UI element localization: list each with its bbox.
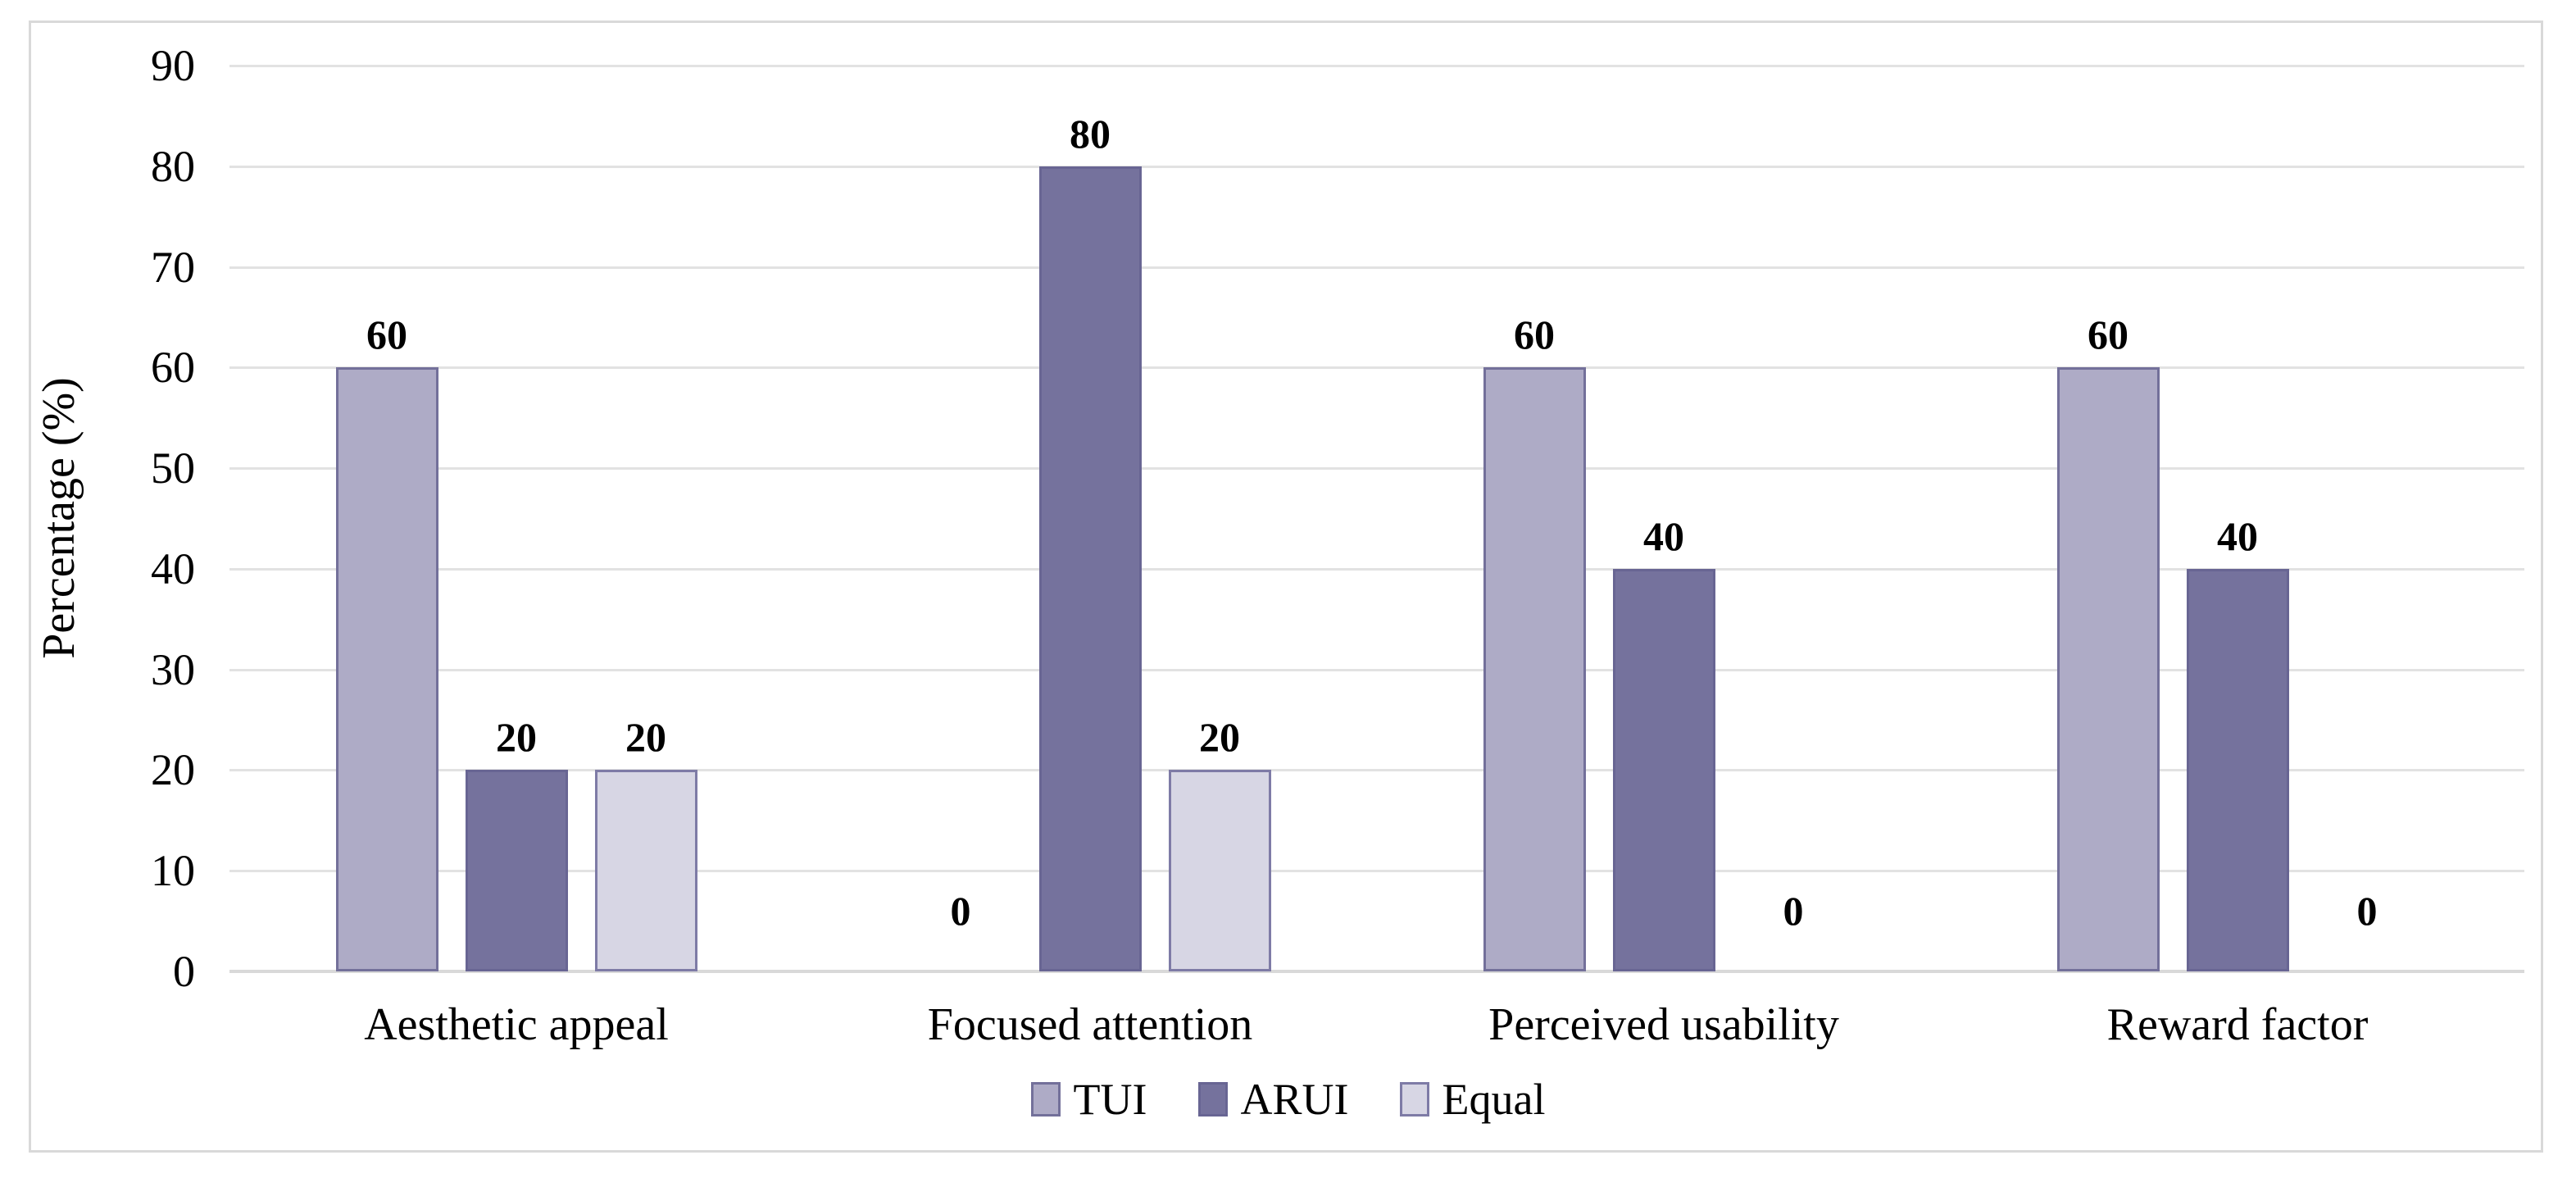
y-tick-label: 30 [151, 644, 195, 694]
y-tick-label: 80 [151, 141, 195, 191]
bar-slot: 40 [1612, 66, 1715, 971]
legend-label: ARUI [1240, 1075, 1349, 1124]
bar-slot: 0 [910, 66, 1012, 971]
bar-arui [1612, 568, 1715, 971]
y-tick-label: 40 [151, 543, 195, 594]
gridline [229, 165, 2524, 168]
x-category-label: Reward factor [2106, 999, 2369, 1050]
legend-label: Equal [1442, 1075, 1546, 1124]
legend-item-tui: TUI [1030, 1075, 1147, 1124]
legend-item-equal: Equal [1399, 1075, 1546, 1124]
legend-swatch-arui [1197, 1082, 1228, 1117]
gridline [229, 870, 2524, 873]
bar-slot: 20 [1168, 66, 1271, 971]
bar-value-label: 60 [2088, 312, 2128, 358]
bar-value-label: 20 [625, 714, 666, 761]
y-axis-title: Percentage (%) [34, 377, 84, 659]
bar-slot: 0 [2316, 66, 2419, 971]
y-tick-label: 20 [151, 745, 195, 795]
y-tick-label: 70 [151, 242, 195, 292]
bar-slot: 60 [335, 66, 438, 971]
bar-arui [465, 770, 568, 971]
y-tick-label: 0 [173, 947, 195, 996]
bar-value-label: 0 [950, 888, 971, 934]
bar-tui [1483, 367, 1586, 971]
bar-arui [1038, 166, 1142, 971]
y-tick-label: 60 [151, 343, 195, 393]
plot-area: 60 20 20 0 80 20 60 40 0 60 40 0 [229, 65, 2524, 973]
bar-equal [594, 770, 697, 971]
bar-value-label: 60 [1514, 312, 1555, 358]
bar-value-label: 0 [2356, 888, 2378, 934]
bar-group: 60 40 0 [1951, 66, 2524, 971]
y-tick-label: 90 [151, 41, 195, 90]
legend-item-arui: ARUI [1197, 1075, 1349, 1124]
bar-value-label: 20 [496, 714, 537, 761]
y-tick-label: 50 [151, 443, 195, 493]
bar-value-label: 60 [366, 312, 407, 358]
bar-slot: 80 [1038, 66, 1142, 971]
bar-value-label: 20 [1199, 714, 1240, 761]
gridline [229, 769, 2524, 772]
bar-arui [2186, 568, 2289, 971]
gridline [229, 366, 2524, 370]
bar-group: 0 80 20 [803, 66, 1377, 971]
bar-slot: 40 [2186, 66, 2289, 971]
legend-swatch-equal [1399, 1082, 1429, 1117]
bar-value-label: 80 [1070, 110, 1111, 157]
bar-value-label: 40 [2217, 512, 2258, 559]
bar-slot: 60 [2056, 66, 2160, 971]
y-tick-label: 10 [151, 846, 195, 896]
bar-slot: 60 [1483, 66, 1586, 971]
x-axis-line [229, 970, 2524, 973]
legend-label: TUI [1073, 1075, 1147, 1124]
gridline [229, 266, 2524, 269]
x-category-label: Focused attention [927, 999, 1253, 1050]
bar-slot: 20 [594, 66, 697, 971]
bar-group: 60 40 0 [1377, 66, 1951, 971]
gridline [229, 668, 2524, 671]
bar-slot: 20 [465, 66, 568, 971]
gridline [229, 467, 2524, 471]
x-category-label: Perceived usability [1488, 999, 1839, 1050]
legend: TUI ARUI Equal [0, 1071, 2576, 1128]
bar-group: 60 20 20 [229, 66, 803, 971]
gridline [229, 567, 2524, 571]
x-category-label: Aesthetic appeal [364, 999, 669, 1050]
bar-equal [1168, 770, 1271, 971]
legend-swatch-tui [1030, 1082, 1061, 1117]
bar-slot: 0 [1742, 66, 1845, 971]
bar-tui [2056, 367, 2160, 971]
gridline [229, 65, 2524, 67]
bar-value-label: 0 [1783, 888, 1804, 934]
bar-tui [335, 367, 438, 971]
bar-value-label: 40 [1643, 512, 1684, 559]
